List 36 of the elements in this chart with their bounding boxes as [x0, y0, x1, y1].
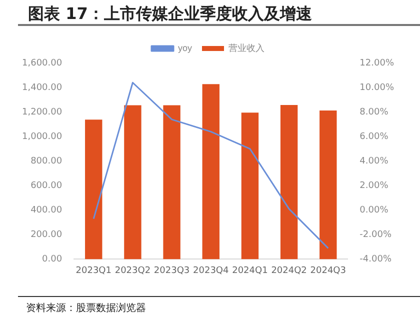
y-tick-label: 600.00 — [30, 180, 62, 191]
bar — [280, 104, 298, 260]
bar — [241, 112, 259, 260]
y2-tick-label: 12.00% — [360, 58, 394, 68]
x-tick-label: 2023Q1 — [76, 266, 112, 276]
legend-label: 营业收入 — [228, 42, 265, 53]
y-tick-label: 400.00 — [30, 205, 62, 216]
y2-tick-label: -4.00% — [360, 254, 392, 265]
text: 资料来源：股票数据浏览器 — [26, 302, 146, 315]
y-tick-label: 800.00 — [30, 156, 62, 166]
x-tick-label: 2024Q1 — [232, 266, 268, 276]
x-tick-label: 2023Q4 — [193, 266, 230, 276]
chart-title: 图表 17：上市传媒企业季度收入及增速 — [28, 4, 312, 25]
y2-tick-label: 2.00% — [360, 180, 389, 191]
bar — [202, 84, 220, 260]
x-tick-label: 2024Q3 — [310, 266, 346, 276]
y2-tick-label: 4.00% — [360, 156, 389, 166]
y2-tick-label: -2.00% — [360, 230, 392, 240]
y-tick-label: 1,200.00 — [22, 107, 62, 118]
y2-tick-label: 6.00% — [360, 132, 389, 142]
legend-label: yoy — [178, 42, 193, 53]
y-tick-label: 1,600.00 — [22, 58, 62, 68]
y2-tick-label: 8.00% — [360, 107, 389, 118]
x-tick-label: 2024Q2 — [271, 266, 307, 276]
y2-tick-label: 0.00% — [360, 205, 389, 216]
x-tick-label: 2023Q2 — [114, 266, 151, 276]
y-tick-label: 200.00 — [30, 230, 62, 240]
bar — [85, 120, 102, 260]
bar — [124, 105, 142, 260]
y-tick-label: 1,000.00 — [22, 132, 62, 142]
bar — [163, 105, 180, 260]
bar — [320, 110, 337, 260]
x-tick-label: 2023Q3 — [154, 266, 190, 276]
y-tick-label: 0.00 — [42, 254, 62, 265]
y-tick-label: 1,400.00 — [22, 82, 62, 93]
y2-tick-label: 10.00% — [360, 82, 394, 93]
